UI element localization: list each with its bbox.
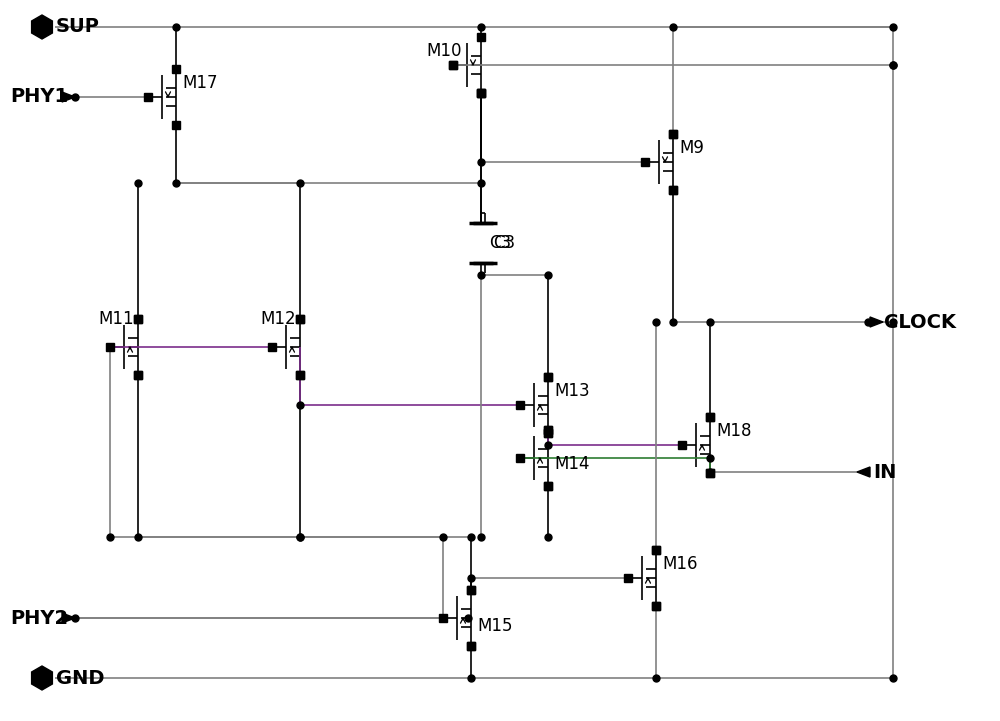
Text: M17: M17 [182, 74, 218, 92]
Polygon shape [32, 666, 52, 690]
Text: M11: M11 [98, 310, 134, 328]
Text: PHY2: PHY2 [10, 609, 68, 627]
Text: IN: IN [873, 462, 896, 482]
Text: M15: M15 [477, 617, 512, 635]
Text: M12: M12 [260, 310, 296, 328]
Text: SUP: SUP [56, 17, 100, 37]
Text: M14: M14 [554, 455, 590, 473]
Text: PHY1: PHY1 [10, 87, 68, 107]
Text: M16: M16 [662, 555, 698, 573]
Text: M13: M13 [554, 382, 590, 400]
Text: GND: GND [56, 668, 104, 688]
Text: C3: C3 [489, 234, 511, 252]
Polygon shape [32, 15, 52, 39]
Polygon shape [62, 92, 75, 102]
Text: CLOCK: CLOCK [884, 312, 956, 332]
Text: M9: M9 [679, 139, 704, 157]
Polygon shape [870, 317, 883, 327]
Polygon shape [62, 613, 75, 623]
Polygon shape [857, 467, 870, 477]
Text: M10: M10 [426, 42, 462, 60]
Text: C3: C3 [493, 234, 515, 252]
Text: M18: M18 [716, 422, 752, 440]
